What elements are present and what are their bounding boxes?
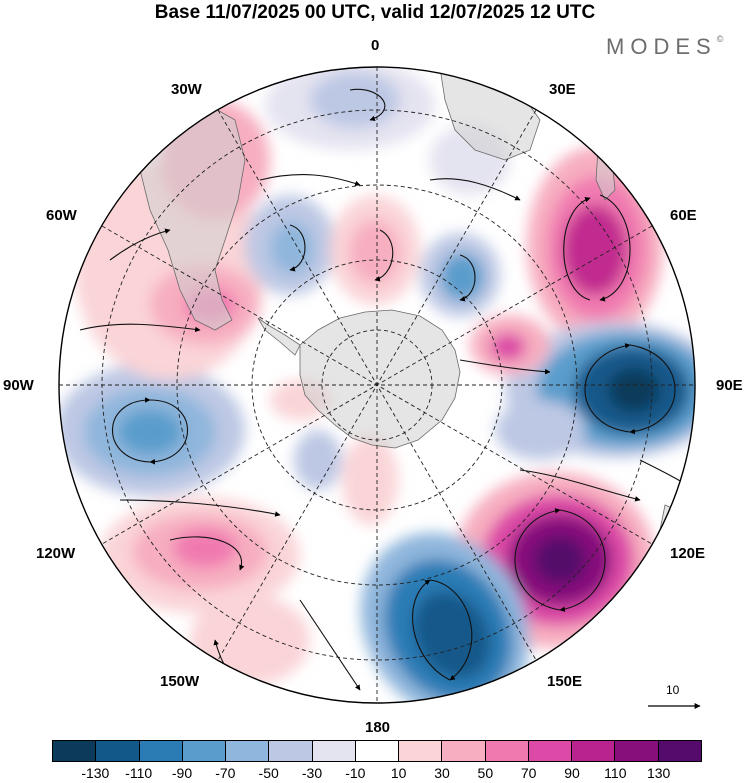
colorbar-tick-label: 90 <box>564 765 580 781</box>
anomaly-lo-30e-inner <box>420 233 500 317</box>
anomaly-hi-15w-inner <box>330 195 420 305</box>
colorbar-segment <box>96 741 140 761</box>
anomaly-hi-60e <box>527 147 663 343</box>
map-boundary <box>58 66 696 704</box>
colorbar-segment <box>312 741 356 761</box>
anomaly-lo-45w-inner <box>245 195 335 295</box>
lon-label-120e: 120E <box>670 545 706 562</box>
colorbar-segment <box>399 741 443 761</box>
colorbar-segment <box>615 741 659 761</box>
lon-label-60w: 60W <box>46 207 77 224</box>
colorbar-segment <box>139 741 183 761</box>
lon-label-30e: 30E <box>549 81 576 98</box>
colorbar-segment <box>53 741 97 761</box>
lon-label-180: 180 <box>365 719 391 736</box>
colorbar-segment <box>572 741 616 761</box>
colorbar-segment <box>226 741 270 761</box>
anomaly-lo-90w <box>59 364 245 496</box>
brand-logo: MODES© <box>606 34 723 60</box>
anomaly-hi-60e-inner <box>470 315 550 375</box>
reference-vector-label: 10 <box>666 683 680 697</box>
colorbar-tick-label: 30 <box>434 765 450 781</box>
colorbar-segment <box>442 741 486 761</box>
lon-label-90w: 90W <box>3 377 34 394</box>
colorbar-ticks: -130 -110 -90 -70 -50 -30 -10 10 30 50 70 90 110 130 <box>52 765 702 783</box>
brand-name: MODES <box>606 34 717 59</box>
colorbar-tick-label: -10 <box>345 765 366 781</box>
anomaly-lo-0 <box>265 67 435 150</box>
colorbar-tick-label: 10 <box>390 765 407 781</box>
colorbar-tick-label: -50 <box>258 765 279 781</box>
colorbar-tick-label: -90 <box>171 765 193 781</box>
colorbar-tick-label: 70 <box>520 765 537 781</box>
colorbar-segment <box>658 741 701 761</box>
anomaly-hi-120e <box>455 472 655 648</box>
antarctic-peninsula <box>257 317 301 356</box>
brand-mark: © <box>716 33 724 44</box>
south-america <box>139 99 246 331</box>
colorbar-tick-label: -70 <box>215 765 236 781</box>
lon-label-150w: 150W <box>160 673 200 690</box>
colorbar <box>52 740 702 762</box>
anomaly-lo-90e <box>505 322 695 458</box>
anomaly-hi-120w <box>100 497 300 613</box>
colorbar-tick-label: -130 <box>81 765 110 781</box>
lon-label-30w: 30W <box>171 81 202 98</box>
anomaly-lo-150e <box>360 532 530 703</box>
colorbar-tick-label: -110 <box>125 765 153 781</box>
colorbar-tick-label: 110 <box>604 765 627 781</box>
colorbar-tick-label: 50 <box>477 765 494 781</box>
colorbar-tick-label: -30 <box>301 765 323 781</box>
lon-label-120w: 120W <box>36 545 76 562</box>
colorbar-segment <box>485 741 529 761</box>
lon-label-150e: 150E <box>547 673 583 690</box>
colorbar-segment <box>528 741 573 761</box>
colorbar-segment <box>269 741 313 761</box>
lon-label-90e: 90E <box>716 377 743 394</box>
lon-label-60e: 60E <box>670 207 697 224</box>
colorbar-segment <box>182 741 227 761</box>
graticule <box>59 67 695 703</box>
colorbar-segment <box>355 741 400 761</box>
lon-label-0: 0 <box>371 37 380 54</box>
colorbar-tick-label: 130 <box>646 765 671 781</box>
map-title: Base 11/07/2025 00 UTC, valid 12/07/2025… <box>154 2 596 23</box>
